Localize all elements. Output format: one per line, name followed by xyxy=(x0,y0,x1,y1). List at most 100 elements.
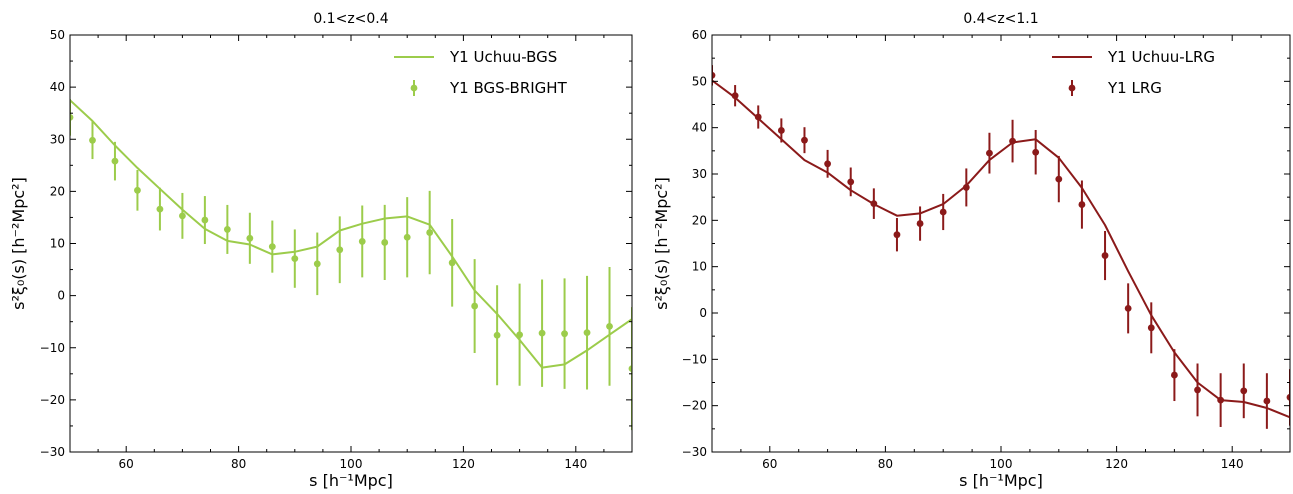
data-marker xyxy=(538,329,546,337)
y-tick-label: 40 xyxy=(50,80,65,94)
x-tick-label: 80 xyxy=(878,457,893,471)
data-marker xyxy=(313,260,321,268)
data-marker xyxy=(381,239,389,246)
legend-label: Y1 BGS-BRIGHT xyxy=(449,79,568,97)
data-marker xyxy=(516,331,523,339)
plot-frame xyxy=(69,34,633,453)
data-marker xyxy=(89,136,96,144)
data-point xyxy=(291,229,299,288)
data-marker xyxy=(134,186,141,194)
data-marker xyxy=(1171,371,1178,379)
y-tick-label: 40 xyxy=(692,121,707,135)
y-tick-label: 30 xyxy=(50,132,65,146)
data-point xyxy=(381,204,389,280)
data-marker xyxy=(223,226,231,233)
data-marker xyxy=(1194,386,1201,394)
data-marker xyxy=(712,71,716,79)
data-point xyxy=(1171,349,1178,402)
y-tick-label: 20 xyxy=(50,184,65,198)
y-tick-label: −10 xyxy=(40,341,65,355)
data-point xyxy=(847,167,855,197)
legend-label: Y1 LRG xyxy=(1107,79,1162,97)
data-marker xyxy=(986,149,993,157)
data-point xyxy=(801,127,808,154)
x-tick-label: 60 xyxy=(119,457,134,471)
data-point xyxy=(1055,155,1063,203)
data-marker xyxy=(358,238,366,245)
y-tick-label: 50 xyxy=(50,28,65,42)
data-point xyxy=(777,118,785,143)
data-point xyxy=(1194,363,1201,417)
data-point xyxy=(358,205,366,278)
data-marker xyxy=(777,127,785,134)
data-marker xyxy=(156,205,164,213)
plot-area xyxy=(70,99,632,431)
data-point xyxy=(134,170,141,211)
data-marker xyxy=(731,92,739,100)
data-marker xyxy=(561,330,568,338)
data-marker xyxy=(1078,201,1086,208)
data-point xyxy=(426,190,434,275)
data-marker xyxy=(916,220,924,227)
y-axis-label: s²ξ₀(s) [h⁻²Mpc²] xyxy=(652,177,671,310)
legend-entry: Y1 LRG xyxy=(1068,79,1162,97)
data-point xyxy=(89,121,96,160)
data-point xyxy=(538,279,546,387)
x-tick-label: 100 xyxy=(340,457,363,471)
data-marker xyxy=(493,331,501,339)
data-marker xyxy=(1147,324,1155,332)
data-point xyxy=(712,65,716,86)
legend-label: Y1 Uchuu-BGS xyxy=(449,48,557,66)
data-marker xyxy=(893,231,901,239)
x-tick-label: 140 xyxy=(1221,457,1244,471)
data-marker xyxy=(606,322,613,330)
chart-panel-1: 0.1<z<0.4 60 80 100 120 140 −30 −20 −10 0 10 20 30 40… xyxy=(9,11,633,490)
data-marker xyxy=(870,200,878,208)
panel-title: 0.4<z<1.1 xyxy=(963,11,1038,27)
panel-title: 0.1<z<0.4 xyxy=(313,11,388,27)
plot-area xyxy=(712,65,1290,429)
data-marker xyxy=(1240,387,1248,395)
legend-swatch-marker xyxy=(1068,84,1076,92)
data-point xyxy=(1286,369,1290,426)
x-tick-label: 80 xyxy=(231,457,246,471)
data-point xyxy=(223,204,231,254)
series-line xyxy=(712,79,1290,419)
data-point xyxy=(1124,283,1132,334)
x-tick-label: 140 xyxy=(564,457,587,471)
data-point xyxy=(870,188,878,219)
data-point xyxy=(1147,302,1155,354)
y-tick-label: 10 xyxy=(692,260,707,274)
y-tick-label: 30 xyxy=(692,167,707,181)
data-point xyxy=(561,278,568,389)
data-marker xyxy=(111,157,119,165)
data-point xyxy=(1078,180,1086,229)
y-axis-label: s²ξ₀(s) [h⁻²Mpc²] xyxy=(9,177,28,310)
y-tick-label: 50 xyxy=(692,74,707,88)
data-marker xyxy=(1101,252,1109,259)
data-point xyxy=(583,275,591,390)
data-point xyxy=(156,187,164,231)
data-marker xyxy=(246,234,254,242)
data-marker xyxy=(847,178,855,186)
y-tick-label: −30 xyxy=(682,445,707,459)
x-tick-label: 60 xyxy=(762,457,777,471)
legend: Y1 Uchuu-BGS Y1 BGS-BRIGHT xyxy=(394,48,568,97)
data-marker xyxy=(403,233,411,241)
legend-swatch-marker xyxy=(410,84,418,92)
data-marker xyxy=(962,184,970,191)
data-point xyxy=(916,206,924,241)
data-marker xyxy=(628,365,632,372)
y-tick-label: 0 xyxy=(57,289,65,303)
data-point xyxy=(1009,119,1016,163)
data-point xyxy=(1032,129,1040,175)
y-tick-label: 60 xyxy=(692,28,707,42)
series-line xyxy=(70,99,632,369)
y-tick-label: −30 xyxy=(40,445,65,459)
data-point xyxy=(731,85,739,107)
y-tick-label: 20 xyxy=(692,213,707,227)
data-marker xyxy=(291,255,299,263)
legend-entry: Y1 BGS-BRIGHT xyxy=(410,79,568,97)
data-marker xyxy=(179,212,186,220)
